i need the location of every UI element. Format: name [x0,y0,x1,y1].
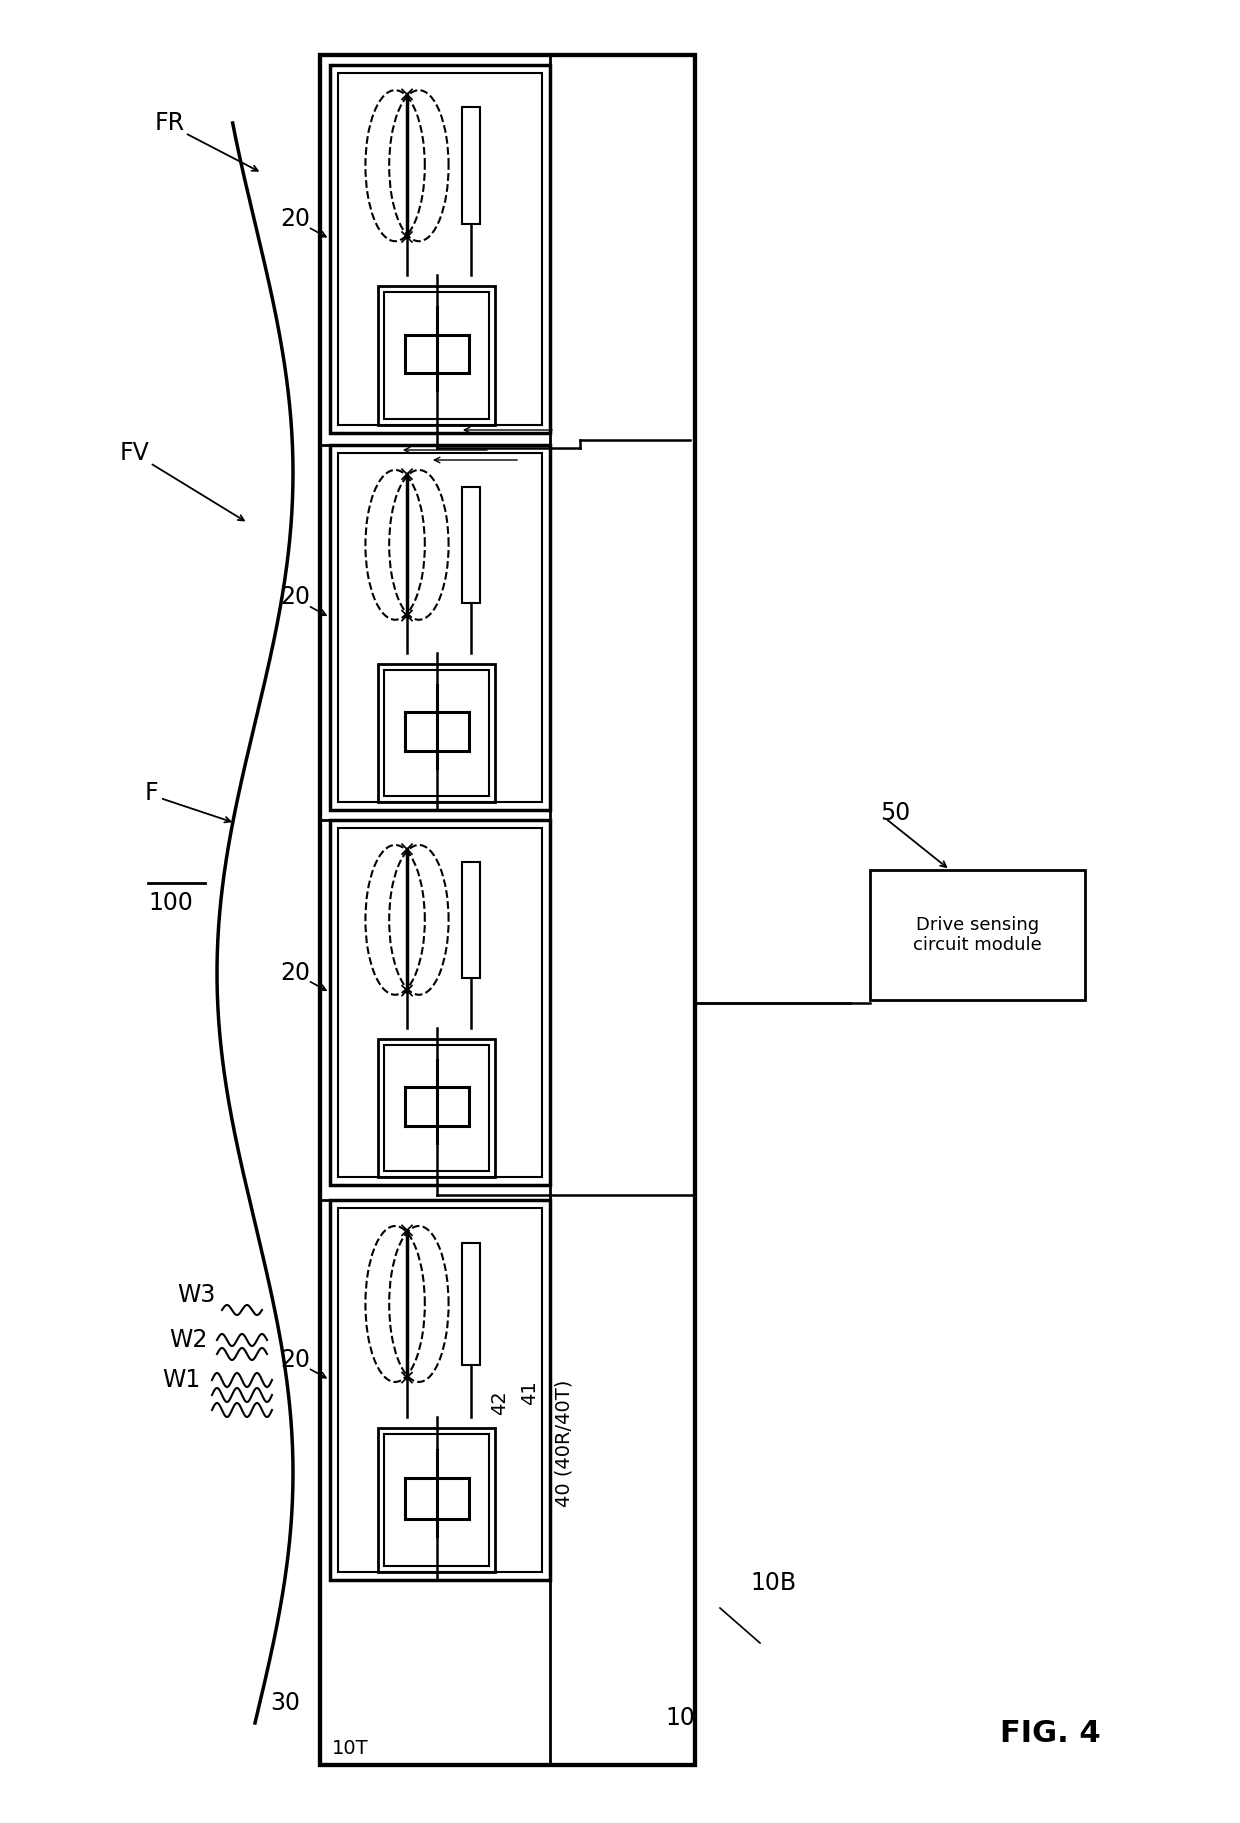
Text: 41: 41 [520,1380,539,1406]
Text: 10: 10 [665,1706,694,1730]
Bar [463,862,480,979]
Bar [378,1039,495,1178]
Text: 20: 20 [280,1347,310,1373]
Text: FR: FR [155,111,185,135]
Bar [384,671,489,797]
Text: 20: 20 [280,208,310,232]
Text: FV: FV [120,441,150,465]
Text: 30: 30 [270,1692,300,1715]
Bar [330,1200,551,1581]
Bar [339,828,542,1178]
Bar [384,292,489,419]
Bar [378,1427,495,1571]
Text: 20: 20 [280,961,310,984]
Bar [320,55,694,1765]
Text: 10B: 10B [750,1571,796,1595]
Text: W1: W1 [161,1367,200,1393]
Bar [339,73,542,425]
Bar [384,1045,489,1170]
Text: 10T: 10T [332,1739,368,1757]
Text: 40 (40R/40T): 40 (40R/40T) [556,1380,574,1506]
Text: 100: 100 [148,891,193,915]
Bar [330,445,551,809]
Bar [463,1243,480,1365]
Text: FIG. 4: FIG. 4 [999,1719,1100,1748]
Bar [463,487,480,603]
Bar [384,1435,489,1566]
Bar [339,1209,542,1571]
Bar [330,66,551,434]
Text: 42: 42 [490,1391,508,1415]
Text: Drive sensing
circuit module: Drive sensing circuit module [913,915,1042,955]
Bar [870,870,1085,1001]
Text: 50: 50 [880,800,910,826]
Text: 20: 20 [280,585,310,609]
Bar [320,55,694,1765]
Text: W2: W2 [170,1327,208,1353]
Text: F: F [145,780,159,806]
Bar [330,820,551,1185]
Bar [339,452,542,802]
Text: W3: W3 [177,1283,216,1307]
Bar [463,108,480,224]
Bar [378,664,495,802]
Bar [378,286,495,425]
